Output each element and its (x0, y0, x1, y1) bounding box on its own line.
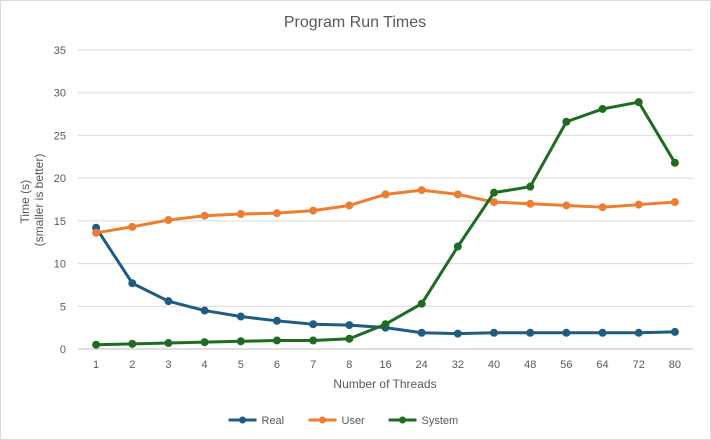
data-point-system (381, 320, 390, 329)
data-point-system (92, 340, 101, 349)
data-point-system (417, 299, 426, 308)
y-tick-label: 20 (54, 173, 66, 185)
y-tick-label: 15 (54, 216, 66, 228)
data-point-real (345, 321, 354, 330)
data-point-user (345, 201, 354, 210)
data-point-real (128, 279, 137, 288)
y-tick-label: 5 (60, 301, 66, 313)
data-point-user (417, 186, 426, 195)
data-point-system (670, 158, 679, 167)
x-tick-label: 80 (669, 359, 681, 371)
data-point-real (634, 328, 643, 337)
data-point-real (200, 306, 209, 315)
y-axis-title-line1: Time (s) (18, 180, 32, 224)
series-line-system (94, 100, 677, 347)
data-point-real (490, 328, 499, 337)
data-point-system (345, 334, 354, 343)
data-point-system (236, 337, 245, 346)
x-tick-label: 40 (488, 359, 500, 371)
chart-title: Program Run Times (284, 14, 426, 31)
data-point-system (272, 336, 281, 345)
x-tick-label: 5 (238, 359, 244, 371)
x-tick-label: 56 (560, 359, 572, 371)
data-point-real (598, 328, 607, 337)
y-tick-label: 30 (54, 88, 66, 100)
x-tick-label: 1 (93, 359, 99, 371)
data-point-real (164, 297, 173, 306)
x-tick-label: 4 (202, 359, 208, 371)
y-tick-label: 35 (54, 45, 66, 57)
data-point-system (164, 339, 173, 348)
data-point-system (453, 242, 462, 251)
y-axis-ticks: 0 5 10 15 20 25 30 35 (54, 45, 66, 356)
x-axis-ticks: 1 2 3 4 5 6 7 8 16 24 32 40 48 56 64 72 80 (93, 359, 681, 371)
data-point-real (417, 328, 426, 337)
data-point-user (200, 211, 209, 220)
data-point-system (200, 338, 209, 347)
x-tick-label: 16 (379, 359, 391, 371)
data-point-user (381, 190, 390, 199)
data-point-user (92, 228, 101, 237)
data-point-real (309, 320, 318, 329)
legend-marker-real (239, 416, 246, 424)
x-tick-label: 7 (310, 359, 316, 371)
data-point-system (634, 98, 643, 107)
data-point-system (526, 182, 535, 191)
series-group (92, 98, 679, 349)
data-point-user (309, 206, 318, 215)
legend-label-system: System (422, 415, 459, 427)
y-tick-label: 10 (54, 259, 66, 271)
legend-label-real: Real (262, 415, 285, 427)
data-point-user (272, 209, 281, 218)
x-tick-label: 8 (346, 359, 352, 371)
data-point-user (236, 210, 245, 219)
data-point-system (490, 188, 499, 197)
data-point-real (562, 328, 571, 337)
x-tick-label: 6 (274, 359, 280, 371)
x-tick-label: 24 (416, 359, 428, 371)
data-point-real (236, 312, 245, 321)
data-point-user (453, 190, 462, 199)
y-axis-title-line2: (smaller is better) (32, 154, 46, 247)
data-point-user (490, 198, 499, 207)
data-point-system (598, 104, 607, 113)
legend: Real User System (228, 415, 459, 427)
x-tick-label: 48 (524, 359, 536, 371)
data-point-user (128, 222, 137, 231)
data-point-user (634, 200, 643, 209)
data-point-system (128, 339, 137, 348)
x-tick-label: 2 (129, 359, 135, 371)
data-point-user (164, 216, 173, 225)
legend-marker-system (399, 416, 406, 424)
series-line-real (94, 226, 677, 336)
y-tick-label: 25 (54, 130, 66, 142)
y-tick-label: 0 (60, 344, 66, 356)
x-tick-label: 32 (452, 359, 464, 371)
data-point-real (526, 328, 535, 337)
legend-marker-user (319, 416, 326, 424)
y-axis-title: Time (s) (smaller is better) (18, 154, 46, 247)
data-point-real (453, 329, 462, 338)
gridlines (78, 49, 693, 350)
data-point-user (562, 201, 571, 210)
x-tick-label: 64 (596, 359, 608, 371)
data-point-user (526, 199, 535, 208)
data-point-user (670, 198, 679, 207)
legend-label-user: User (342, 415, 366, 427)
x-axis-title: Number of Threads (333, 377, 436, 391)
data-point-system (562, 117, 571, 126)
x-tick-label: 3 (165, 359, 171, 371)
data-point-user (598, 203, 607, 212)
data-point-system (309, 336, 318, 345)
x-tick-label: 72 (633, 359, 645, 371)
data-point-real (272, 316, 281, 325)
data-point-real (670, 327, 679, 336)
